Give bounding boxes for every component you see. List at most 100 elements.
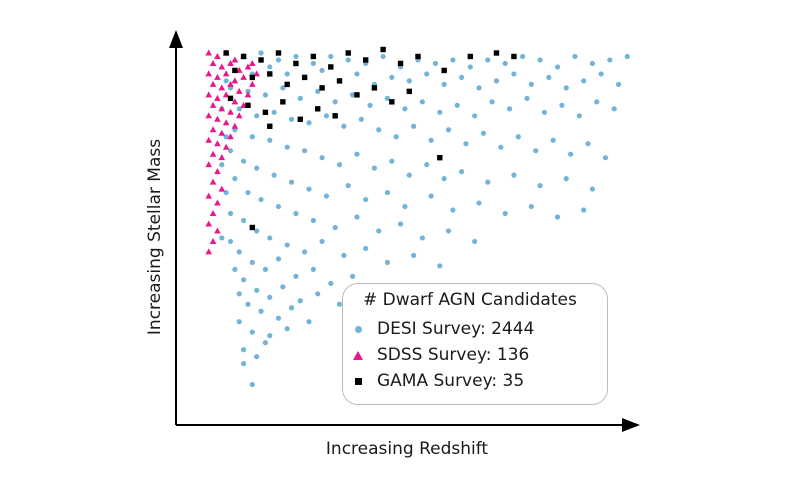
desi-point-125 bbox=[502, 210, 508, 217]
gama-point-11 bbox=[415, 53, 421, 60]
gama-marker-swatch bbox=[354, 377, 362, 385]
sdss-point-23 bbox=[205, 91, 213, 98]
desi-point-144 bbox=[254, 228, 260, 234]
sdss-point-49 bbox=[214, 199, 221, 206]
desi-point-156 bbox=[249, 259, 255, 265]
desi-point-56 bbox=[384, 95, 391, 101]
desi-point-63 bbox=[506, 106, 513, 112]
desi-point-57 bbox=[402, 106, 408, 112]
desi-point-162 bbox=[350, 273, 356, 279]
sdss-point-29 bbox=[218, 105, 226, 112]
desi-point-59 bbox=[437, 109, 443, 115]
desi-point-17 bbox=[520, 53, 526, 60]
desi-point-117 bbox=[323, 193, 330, 199]
x-axis-arrow bbox=[622, 418, 640, 432]
desi-point-69 bbox=[611, 106, 617, 112]
desi-point-65 bbox=[541, 109, 548, 115]
desi-point-101 bbox=[389, 158, 395, 164]
desi-point-173 bbox=[245, 301, 251, 307]
legend-item-desi: DESI Survey: 2444 bbox=[351, 318, 534, 340]
sdss-point-41 bbox=[222, 143, 230, 150]
desi-point-119 bbox=[363, 196, 369, 203]
desi-point-84 bbox=[480, 130, 486, 136]
desi-point-146 bbox=[284, 242, 290, 248]
desi-point-23 bbox=[624, 53, 630, 60]
sdss-point-0 bbox=[205, 49, 213, 56]
desi-point-43 bbox=[563, 85, 569, 91]
desi-point-128 bbox=[581, 207, 587, 213]
desi-point-153 bbox=[437, 263, 443, 269]
desi-point-178 bbox=[236, 319, 242, 325]
desi-point-54 bbox=[350, 92, 356, 98]
sdss-point-27 bbox=[240, 101, 247, 108]
desi-point-132 bbox=[275, 203, 282, 210]
sdss-point-9 bbox=[235, 66, 243, 73]
desi-point-139 bbox=[419, 235, 425, 241]
gama-point-15 bbox=[511, 53, 517, 60]
square-marker-icon bbox=[351, 374, 365, 388]
sdss-point-16 bbox=[240, 73, 247, 80]
desi-point-7 bbox=[345, 57, 351, 63]
desi-point-49 bbox=[262, 92, 268, 98]
gama-point-19 bbox=[284, 81, 290, 88]
desi-point-165 bbox=[241, 277, 247, 283]
desi-point-113 bbox=[254, 165, 260, 171]
desi-point-26 bbox=[267, 64, 273, 70]
sdss-point-53 bbox=[209, 237, 217, 244]
desi-point-81 bbox=[428, 137, 434, 143]
desi-point-90 bbox=[585, 141, 591, 147]
gama-point-2 bbox=[258, 57, 264, 63]
desi-point-71 bbox=[254, 113, 260, 119]
desi-point-74 bbox=[306, 120, 312, 126]
desi-point-183 bbox=[254, 354, 260, 360]
desi-point-122 bbox=[428, 193, 434, 199]
sdss-point-45 bbox=[214, 168, 221, 175]
desi-point-85 bbox=[498, 144, 504, 150]
desi-point-135 bbox=[332, 224, 338, 231]
desi-point-147 bbox=[302, 249, 308, 255]
desi-point-21 bbox=[589, 60, 596, 67]
gama-point-36 bbox=[249, 224, 256, 231]
sdss-point-7 bbox=[218, 63, 226, 70]
gama-point-5 bbox=[310, 53, 317, 60]
sdss-point-17 bbox=[249, 80, 256, 87]
gama-point-9 bbox=[380, 46, 386, 53]
desi-point-160 bbox=[310, 266, 316, 272]
desi-point-50 bbox=[280, 85, 286, 91]
desi-point-38 bbox=[476, 85, 482, 91]
desi-point-177 bbox=[306, 319, 312, 325]
gama-point-17 bbox=[249, 74, 256, 81]
desi-point-4 bbox=[293, 53, 299, 60]
desi-point-150 bbox=[363, 245, 369, 252]
gama-point-29 bbox=[262, 109, 269, 116]
sdss-point-19 bbox=[218, 84, 226, 91]
sdss-point-54 bbox=[205, 248, 213, 255]
desi-point-131 bbox=[258, 196, 264, 203]
gama-point-20 bbox=[301, 74, 308, 81]
desi-point-105 bbox=[459, 169, 465, 175]
desi-point-176 bbox=[288, 305, 295, 311]
desi-point-18 bbox=[537, 57, 543, 63]
desi-point-168 bbox=[280, 284, 286, 290]
sdss-point-44 bbox=[205, 161, 213, 168]
desi-point-93 bbox=[249, 134, 255, 140]
desi-point-60 bbox=[454, 102, 460, 108]
desi-point-155 bbox=[236, 249, 242, 255]
desi-point-192 bbox=[223, 78, 229, 84]
sdss-point-32 bbox=[205, 112, 213, 119]
desi-point-55 bbox=[367, 102, 373, 108]
desi-point-100 bbox=[371, 165, 377, 171]
desi-point-91 bbox=[602, 155, 609, 161]
desi-point-166 bbox=[254, 287, 260, 293]
desi-point-127 bbox=[554, 214, 561, 220]
desi-point-77 bbox=[358, 116, 364, 122]
sdss-point-15 bbox=[231, 77, 239, 84]
desi-point-115 bbox=[288, 179, 295, 185]
desi-point-83 bbox=[463, 141, 469, 147]
sdss-point-46 bbox=[209, 178, 217, 185]
sdss-point-35 bbox=[231, 122, 239, 129]
legend-title: # Dwarf AGN Candidates bbox=[363, 290, 577, 310]
desi-point-112 bbox=[241, 158, 247, 164]
desi-point-106 bbox=[485, 179, 491, 185]
desi-point-33 bbox=[389, 74, 395, 81]
